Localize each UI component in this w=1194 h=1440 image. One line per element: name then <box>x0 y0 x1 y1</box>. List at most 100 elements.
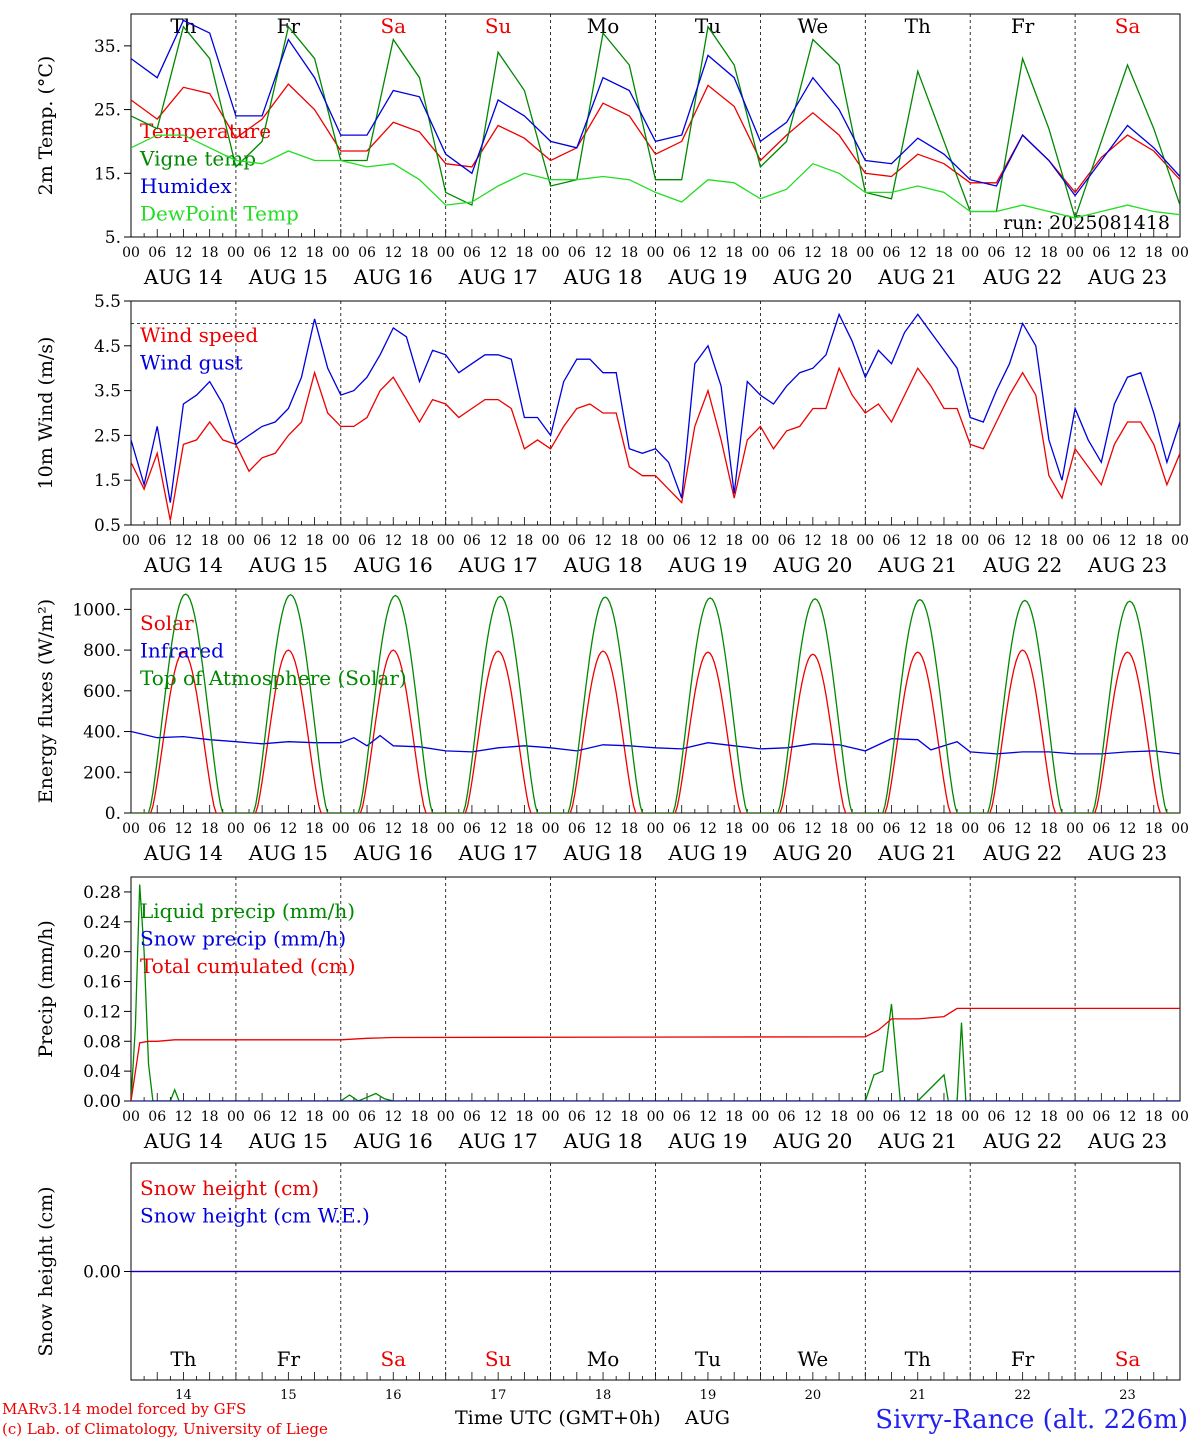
x-hour-label: 18 <box>1040 245 1058 261</box>
y-tick-label: 0.00 <box>83 1092 121 1112</box>
chart-panel-2: 0.5 1.5 2.5 3.5 4.5 5.5 10m Wind (m/s) 00 06 12 18… <box>35 292 1189 577</box>
day-number: 21 <box>909 1388 926 1403</box>
x-hour-label: 18 <box>201 245 219 261</box>
x-hour-label: 12 <box>1119 1109 1137 1125</box>
x-hour-label: 06 <box>1092 533 1110 549</box>
x-hour-label: 18 <box>411 1109 429 1125</box>
x-hour-label: 00 <box>542 1109 560 1125</box>
x-hour-label: 00 <box>1066 533 1084 549</box>
x-hour-label: 18 <box>620 533 638 549</box>
x-hour-label: 12 <box>279 821 297 837</box>
series-line-2 <box>131 312 1180 503</box>
plot-frame <box>130 300 1181 526</box>
x-hour-label: 12 <box>1014 245 1032 261</box>
x-date-label: AUG 15 <box>248 553 328 577</box>
x-hour-label: 00 <box>122 1109 140 1125</box>
x-hour-label: 00 <box>1066 821 1084 837</box>
day-number: 18 <box>595 1388 612 1403</box>
x-hour-label: 12 <box>699 533 717 549</box>
x-hour-label: 18 <box>830 821 848 837</box>
x-date-label: AUG 19 <box>667 841 747 865</box>
legend-entry: Snow height (cm W.E.) <box>140 1204 370 1228</box>
series-line-1 <box>131 884 1180 1101</box>
legend-entry: Total cumulated (cm) <box>140 954 356 978</box>
x-date-label: AUG 16 <box>353 1129 433 1153</box>
x-date-label: AUG 16 <box>353 265 433 289</box>
x-date-label: AUG 17 <box>458 1129 538 1153</box>
x-hour-label: 00 <box>1171 533 1189 549</box>
x-hour-label: 00 <box>122 533 140 549</box>
day-abbreviation: Su <box>485 1347 512 1371</box>
x-date-label: AUG 19 <box>667 265 747 289</box>
x-hour-label: 06 <box>883 533 901 549</box>
x-hour-label: 00 <box>1066 245 1084 261</box>
day-number: 20 <box>805 1388 822 1403</box>
y-axis-label: 10m Wind (m/s) <box>35 337 57 490</box>
x-hour-label: 06 <box>463 1109 481 1125</box>
x-hour-label: 00 <box>961 821 979 837</box>
x-hour-label: 12 <box>175 245 193 261</box>
x-date-label: AUG 15 <box>248 1129 328 1153</box>
x-hour-label: 12 <box>489 821 507 837</box>
chart-panel-5: 0.00 Snow height (cm) Th 14 Fr 15 Sa 16 Su 17 Mo 18… <box>35 1162 1181 1403</box>
y-tick-label: 15. <box>94 164 121 184</box>
x-hour-label: 06 <box>883 245 901 261</box>
x-hour-label: 18 <box>201 533 219 549</box>
x-hour-label: 12 <box>384 245 402 261</box>
y-axis-label: Energy fluxes (W/m²) <box>35 599 57 803</box>
x-hour-label: 18 <box>515 245 533 261</box>
x-hour-label: 00 <box>856 245 874 261</box>
x-hour-label: 00 <box>437 821 455 837</box>
x-hour-label: 12 <box>909 245 927 261</box>
x-hour-label: 18 <box>620 821 638 837</box>
x-hour-label: 12 <box>175 533 193 549</box>
x-hour-label: 18 <box>1145 1109 1163 1125</box>
x-hour-label: 06 <box>568 821 586 837</box>
x-hour-label: 06 <box>358 1109 376 1125</box>
day-abbreviation: Su <box>485 14 512 38</box>
x-hour-label: 00 <box>542 245 560 261</box>
y-tick-label: 600. <box>83 682 121 702</box>
x-date-label: AUG 18 <box>563 1129 643 1153</box>
y-tick-label: 35. <box>94 37 121 57</box>
chart-panel-3: 0. 200. 400. 600. 800. 1000. Energy fluxes (W/… <box>35 588 1189 865</box>
x-hour-label: 00 <box>122 245 140 261</box>
day-abbreviation: Fr <box>1011 14 1035 38</box>
x-date-label: AUG 15 <box>248 265 328 289</box>
y-tick-label: 5. <box>105 228 121 248</box>
x-hour-label: 00 <box>1171 821 1189 837</box>
x-date-label: AUG 22 <box>982 1129 1062 1153</box>
x-hour-label: 00 <box>647 533 665 549</box>
x-hour-label: 06 <box>253 821 271 837</box>
x-hour-label: 06 <box>358 245 376 261</box>
x-hour-label: 12 <box>175 821 193 837</box>
plot-frame <box>130 588 1181 814</box>
series-line-1 <box>131 83 1180 194</box>
day-number: 22 <box>1014 1388 1031 1403</box>
x-hour-label: 06 <box>358 533 376 549</box>
x-hour-label: 12 <box>489 533 507 549</box>
x-hour-label: 06 <box>988 1109 1006 1125</box>
day-abbreviation: Sa <box>380 1347 406 1371</box>
day-abbreviation: Th <box>905 1347 931 1371</box>
legend-entry: Top of Atmosphere (Solar) <box>140 666 407 690</box>
x-hour-label: 00 <box>751 821 769 837</box>
day-abbreviation: We <box>797 1347 828 1371</box>
x-date-label: AUG 21 <box>877 1129 957 1153</box>
x-hour-label: 18 <box>306 533 324 549</box>
y-tick-label: 0.00 <box>83 1263 121 1283</box>
x-hour-label: 00 <box>227 821 245 837</box>
x-hour-label: 12 <box>1014 1109 1032 1125</box>
x-hour-label: 00 <box>1171 1109 1189 1125</box>
x-hour-label: 18 <box>201 1109 219 1125</box>
x-hour-label: 00 <box>437 245 455 261</box>
day-number: 19 <box>700 1388 717 1403</box>
x-hour-label: 06 <box>673 1109 691 1125</box>
y-tick-label: 800. <box>83 641 121 661</box>
x-hour-label: 18 <box>830 533 848 549</box>
x-hour-label: 18 <box>830 1109 848 1125</box>
y-tick-label: 0.04 <box>83 1062 121 1082</box>
x-hour-label: 18 <box>1145 533 1163 549</box>
day-number: 15 <box>280 1388 297 1403</box>
